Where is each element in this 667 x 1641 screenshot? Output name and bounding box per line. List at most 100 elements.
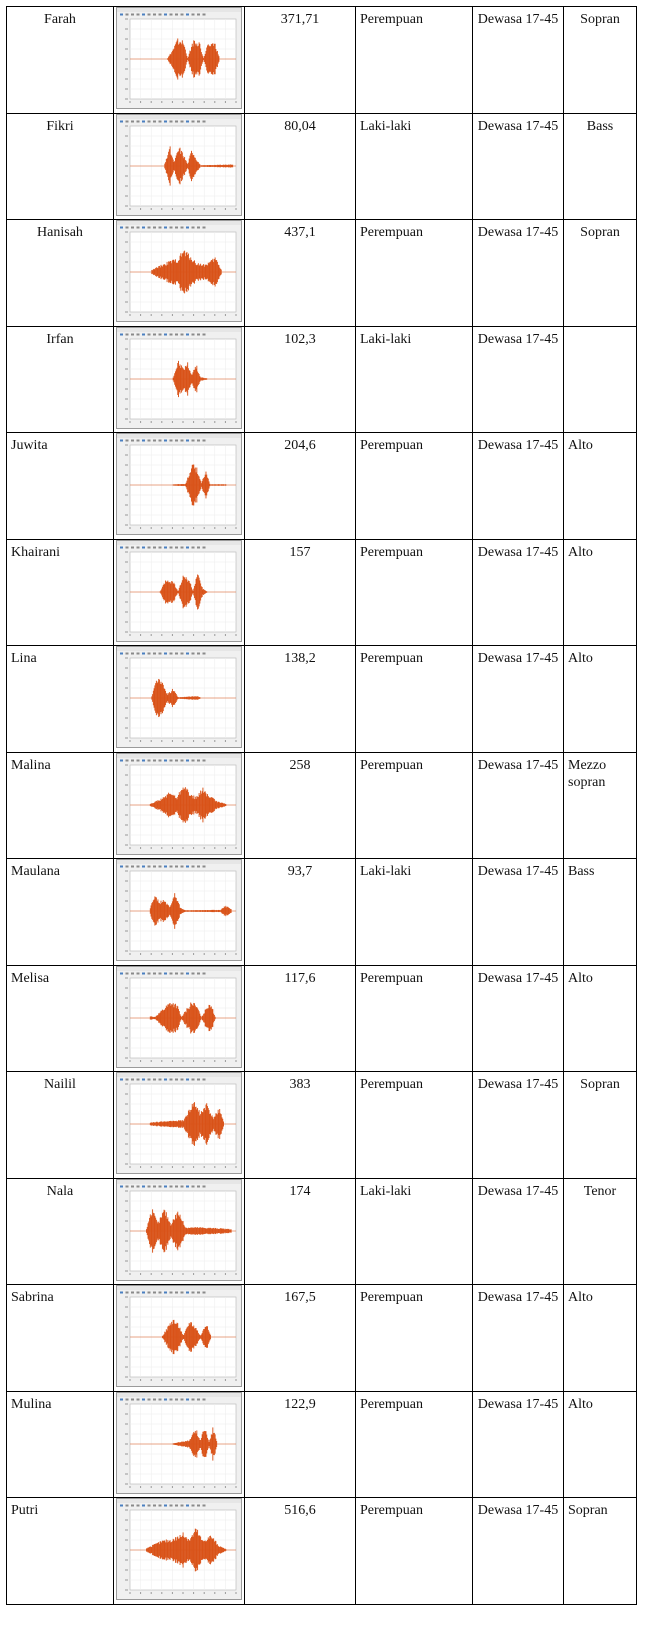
waveform-bar xyxy=(216,1228,218,1233)
voice-type-cell: Mezzo sopran xyxy=(563,751,637,859)
waveform-bar xyxy=(157,799,159,810)
toolbar-glyph xyxy=(153,1504,156,1507)
toolbar-glyph xyxy=(125,759,129,761)
waveform-bar xyxy=(181,150,183,181)
waveform-bar xyxy=(203,910,205,912)
waveform-bar xyxy=(194,910,196,912)
waveform-bar xyxy=(220,1227,222,1234)
waveform-bar xyxy=(180,1120,182,1128)
waveform-bar xyxy=(215,1438,217,1449)
gender-cell: Perempuan xyxy=(355,1497,473,1605)
waveform-bar xyxy=(213,1538,215,1562)
waveform-bar xyxy=(186,1116,188,1132)
waveform-bar xyxy=(190,1227,192,1234)
toolbar-glyph xyxy=(180,226,184,229)
waveform-bar xyxy=(214,1540,216,1560)
waveform-bar xyxy=(187,1110,189,1138)
waveform-bar xyxy=(176,40,178,78)
waveform-bar xyxy=(146,1226,148,1235)
toolbar-glyph xyxy=(164,333,167,335)
waveform-bar xyxy=(158,266,160,278)
x-tick xyxy=(161,1592,163,1594)
gender-text: Laki-laki xyxy=(360,331,412,347)
x-tick xyxy=(150,740,152,742)
waveform-bar xyxy=(182,1014,184,1021)
toolbar-glyph xyxy=(131,1078,134,1081)
x-tick xyxy=(235,1059,237,1062)
voice-type-text: Bass xyxy=(568,864,595,879)
waveform-bar xyxy=(151,903,153,919)
waveform-bar xyxy=(175,1120,177,1128)
waveform-bar xyxy=(196,1109,198,1139)
waveform-bar xyxy=(181,697,183,699)
waveform-bar xyxy=(210,44,212,74)
waveform-bar xyxy=(158,1122,160,1126)
waveform-bar xyxy=(197,574,199,609)
waveform-bar xyxy=(192,1005,194,1030)
y-tick xyxy=(125,591,128,592)
waveform-bar xyxy=(185,1011,187,1024)
waveform-bar xyxy=(179,794,181,815)
waveform-bar xyxy=(166,157,168,174)
waveform-bar xyxy=(216,1227,218,1234)
waveform-bar xyxy=(177,1121,179,1127)
y-tick xyxy=(125,1559,128,1561)
waveform-bar xyxy=(219,1227,221,1234)
waveform-bar xyxy=(203,589,205,594)
waveform-bar xyxy=(191,696,193,700)
toolbar-glyph xyxy=(158,652,162,655)
waveform-bar xyxy=(211,796,213,813)
x-tick xyxy=(129,420,131,423)
toolbar-glyph xyxy=(142,546,145,548)
waveform-bar xyxy=(155,897,157,925)
waveform-bar xyxy=(209,1004,211,1031)
y-tick xyxy=(125,997,128,998)
waveform-bar xyxy=(200,910,202,912)
voice-type-cell: Sopran xyxy=(563,219,637,327)
waveform-bar xyxy=(207,793,208,816)
toolbar-glyph xyxy=(186,333,189,335)
voice-data-table: Farah 371,71 Perempuan Dewasa 17-45 Sopran Fi… xyxy=(6,6,637,1605)
waveform-bar xyxy=(201,1433,203,1454)
x-tick xyxy=(150,101,152,103)
waveform-bar xyxy=(183,251,185,293)
waveform-bar xyxy=(171,260,173,284)
waveform-bar xyxy=(187,162,189,169)
waveform-bar xyxy=(203,266,205,278)
waveform-cell xyxy=(113,858,245,966)
age-text: Dewasa 17-45 xyxy=(477,864,559,879)
waveform-bar xyxy=(171,1121,173,1127)
waveform-bar xyxy=(173,1006,175,1029)
waveform-bar xyxy=(174,1323,176,1351)
waveform-bar xyxy=(150,1547,152,1553)
frequency-text: 138,2 xyxy=(284,651,316,666)
waveform-bar xyxy=(226,907,228,915)
waveform-bar xyxy=(157,1222,159,1239)
waveform-bar xyxy=(186,1007,188,1028)
waveform-bar xyxy=(168,581,170,602)
waveform-bar xyxy=(213,164,215,167)
waveform-bar xyxy=(180,1218,182,1243)
waveform-bar xyxy=(201,54,203,64)
waveform-bar xyxy=(199,1115,201,1133)
waveform-bar xyxy=(211,484,213,486)
figure-title-bar xyxy=(117,434,241,438)
waveform-bar xyxy=(191,1109,192,1139)
toolbar-glyph xyxy=(175,13,178,16)
waveform-bar xyxy=(202,910,204,912)
waveform-bar xyxy=(219,484,221,486)
waveform-bar xyxy=(151,802,153,807)
waveform-bar xyxy=(230,1228,232,1233)
toolbar-glyph xyxy=(180,546,184,548)
waveform-bar xyxy=(197,1111,199,1137)
x-tick xyxy=(150,1592,152,1594)
name-cell: Farah xyxy=(6,6,114,114)
waveform-bar xyxy=(217,164,219,167)
waveform-bar xyxy=(171,691,173,705)
waveform-bar xyxy=(225,484,227,486)
toolbar-glyph xyxy=(125,1185,129,1187)
x-tick xyxy=(235,420,237,423)
x-tick xyxy=(140,420,142,423)
waveform-bar xyxy=(178,1442,180,1445)
waveform-bar xyxy=(223,802,224,807)
